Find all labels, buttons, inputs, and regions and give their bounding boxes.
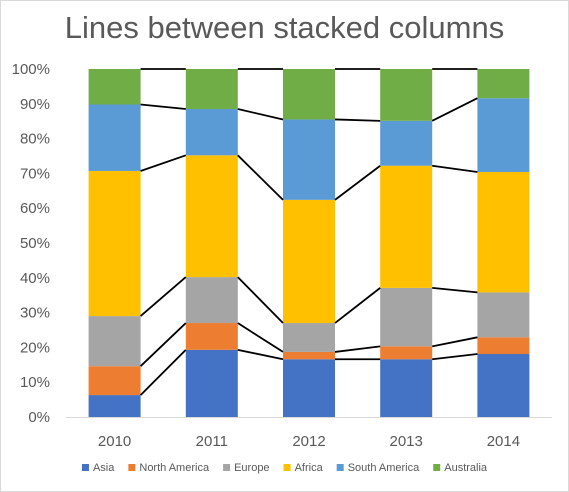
legend-item[interactable]: Asia — [81, 462, 115, 474]
bar-segment — [380, 287, 433, 347]
bar-segment — [88, 366, 141, 396]
y-tick-label: 20% — [20, 339, 50, 356]
legend-label: Asia — [93, 462, 115, 474]
legend-label: North America — [139, 462, 210, 474]
bar-segment — [283, 199, 335, 324]
legend-swatch — [283, 464, 291, 471]
y-tick-label: 100% — [12, 61, 50, 78]
connector-line — [432, 164, 478, 173]
bar-segment — [283, 351, 335, 360]
connector-line — [139, 349, 187, 396]
bar-segment — [477, 354, 530, 417]
legend-label: Africa — [295, 462, 324, 474]
bar-segment — [477, 69, 530, 99]
x-tick-label: 2013 — [390, 433, 423, 450]
y-tick-label: 60% — [20, 200, 50, 217]
connector-line — [237, 108, 284, 121]
connector-line — [432, 286, 478, 294]
connector-line — [237, 348, 284, 361]
legend-swatch — [223, 464, 231, 471]
connector-line — [334, 118, 381, 122]
connector-line — [140, 103, 186, 110]
connector-line — [139, 322, 187, 367]
bar-segment — [283, 69, 335, 120]
bar-segment — [185, 323, 238, 350]
bar-segment — [283, 359, 335, 417]
connector-lines — [139, 68, 478, 396]
legend-swatch — [336, 464, 344, 471]
bar-segment — [380, 359, 433, 417]
bar-segment — [185, 277, 238, 324]
legend-swatch — [81, 464, 89, 471]
legend-item[interactable]: Australia — [433, 462, 488, 474]
y-tick-label: 40% — [20, 270, 50, 287]
bar-segment — [283, 119, 335, 200]
connector-line — [334, 287, 381, 324]
x-tick-label: 2011 — [196, 433, 228, 450]
bar-segment — [88, 316, 141, 367]
connector-line — [432, 336, 478, 348]
connector-line — [237, 322, 284, 353]
bar-segment — [380, 346, 433, 360]
y-tick-label: 30% — [20, 305, 50, 322]
x-tick-label: 2014 — [487, 433, 520, 450]
bar-segment — [477, 172, 530, 293]
bar-segment — [477, 337, 530, 355]
chart-title: Lines between stacked columns — [64, 10, 505, 45]
y-axis-ticks: 0% 10% 20% 30% 40% 50% 60% 70% 80% 90% 100% — [12, 61, 50, 426]
bar-segment — [477, 292, 530, 338]
bar-segment — [380, 120, 433, 166]
bar-segment — [185, 69, 238, 110]
legend-item[interactable]: Europe — [223, 462, 270, 474]
legend-label: South America — [348, 462, 420, 474]
legend-swatch — [433, 464, 441, 471]
bar-segment — [88, 170, 141, 317]
legend-label: Australia — [444, 462, 488, 474]
y-tick-label: 10% — [20, 374, 50, 391]
connector-line — [334, 345, 381, 353]
legend-label: Europe — [234, 462, 269, 474]
connector-line — [431, 97, 478, 122]
legend-item[interactable]: South America — [336, 462, 420, 474]
y-tick-label: 50% — [20, 235, 50, 252]
bar-segment — [185, 349, 238, 417]
connector-line — [140, 154, 187, 172]
y-tick-label: 0% — [28, 409, 50, 426]
legend-swatch — [128, 464, 136, 471]
legend-item[interactable]: Africa — [283, 462, 324, 474]
y-tick-label: 70% — [20, 165, 50, 182]
connector-line — [334, 165, 381, 201]
connector-line — [237, 154, 284, 201]
x-tick-label: 2010 — [98, 433, 131, 450]
x-axis-ticks: 2010 2011 2012 2013 2014 — [98, 433, 520, 450]
bar-segment — [88, 104, 141, 171]
bar-segment — [88, 395, 141, 417]
bar-segment — [88, 69, 141, 105]
bar-segment — [283, 323, 335, 352]
x-tick-label: 2012 — [292, 433, 325, 450]
connector-line — [432, 353, 478, 361]
bars — [88, 69, 530, 417]
connector-line — [237, 276, 284, 324]
bar-segment — [380, 165, 433, 288]
y-tick-label: 90% — [20, 96, 50, 113]
bar-segment — [477, 98, 530, 173]
bar-segment — [185, 109, 238, 156]
legend[interactable]: Asia North America Europe Africa South Ameri… — [81, 462, 488, 474]
connector-line — [140, 276, 187, 317]
bar-segment — [380, 69, 433, 121]
y-tick-label: 80% — [20, 131, 50, 148]
bar-segment — [185, 155, 238, 278]
legend-item[interactable]: North America — [128, 462, 210, 474]
